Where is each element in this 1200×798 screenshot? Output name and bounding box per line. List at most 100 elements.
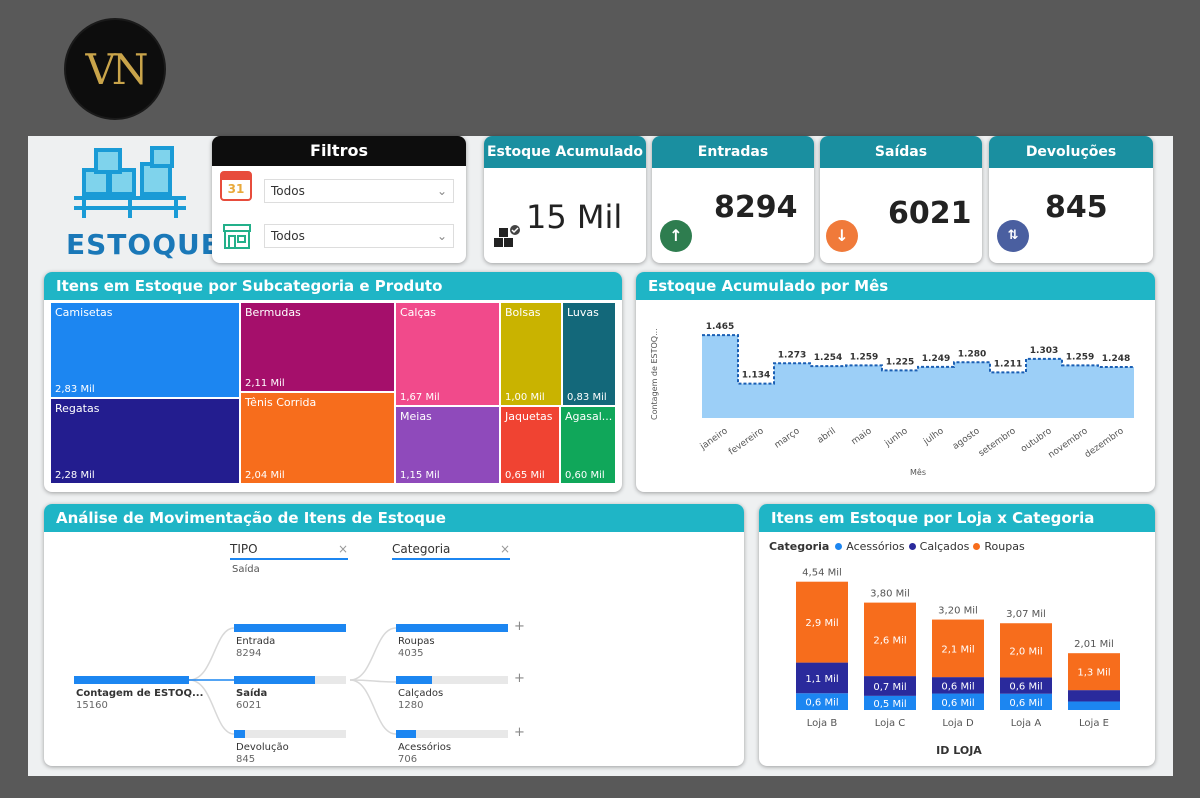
treemap-cell[interactable]: Jaquetas 0,65 Mil bbox=[500, 406, 560, 484]
stacked-bar-segment[interactable] bbox=[932, 693, 984, 710]
decomp-categoria-bar[interactable] bbox=[396, 624, 508, 632]
estoque-brand: ESTOQUE bbox=[64, 144, 220, 261]
stacked-segment-label: 0,6 Mil bbox=[941, 681, 974, 692]
decomp-tipo-value: 6021 bbox=[236, 700, 262, 711]
legend-dot-roupas bbox=[973, 543, 981, 550]
stacked-bar-segment[interactable] bbox=[1000, 677, 1052, 694]
area-fill bbox=[702, 335, 1134, 418]
decomp-col1-title: TIPO bbox=[230, 542, 258, 556]
area-data-label: 1.273 bbox=[778, 350, 806, 360]
area-x-tick: junho bbox=[883, 426, 911, 449]
stacked-total-label: 2,01 Mil bbox=[1074, 639, 1114, 650]
stacked-total-label: 3,07 Mil bbox=[1006, 609, 1046, 620]
swap-arrows-icon: ⇅ bbox=[997, 220, 1029, 252]
stacked-segment-label: 2,1 Mil bbox=[941, 644, 974, 655]
legend-item-calcados[interactable]: Calçados bbox=[919, 540, 970, 553]
stacked-bar-segment[interactable] bbox=[796, 662, 848, 694]
close-icon[interactable]: × bbox=[499, 542, 510, 556]
kpi-entradas: Entradas 8294 ↑ bbox=[652, 136, 814, 263]
area-data-label: 1.259 bbox=[1066, 352, 1094, 362]
stacked-bar-segment[interactable] bbox=[864, 676, 916, 696]
treemap-cell-label: Bolsas bbox=[505, 306, 541, 319]
area-x-tick: dezembro bbox=[1083, 426, 1126, 460]
stacked-x-tick: Loja D bbox=[942, 718, 974, 729]
calendar-icon: 31 bbox=[220, 171, 252, 201]
stacked-x-tick: Loja B bbox=[807, 718, 838, 729]
store-filter-dropdown[interactable]: Todos ⌄ bbox=[264, 224, 454, 248]
treemap-cell[interactable]: Camisetas 2,83 Mil bbox=[50, 302, 240, 398]
stacked-bar-segment[interactable] bbox=[932, 677, 984, 694]
stacked-segment-label: 1,1 Mil bbox=[805, 674, 838, 685]
treemap-cell-label: Jaquetas bbox=[505, 410, 553, 423]
decomp-categoria-bar[interactable] bbox=[396, 676, 508, 684]
stacked-bar-segment[interactable] bbox=[796, 581, 848, 663]
date-filter-dropdown[interactable]: Todos ⌄ bbox=[264, 179, 454, 203]
stacked-bar-segment[interactable] bbox=[932, 619, 984, 678]
decomp-categoria-bar-fill bbox=[396, 676, 432, 684]
legend-dot-calcados bbox=[908, 543, 916, 550]
decomp-root-node[interactable] bbox=[74, 676, 189, 684]
stacked-segment-label: 0,6 Mil bbox=[805, 698, 838, 709]
treemap-cell[interactable]: Calças 1,67 Mil bbox=[395, 302, 500, 406]
treemap-cell[interactable]: Meias 1,15 Mil bbox=[395, 406, 500, 484]
area-x-tick: abril bbox=[816, 426, 838, 446]
treemap-cell[interactable]: Tênis Corrida 2,04 Mil bbox=[240, 392, 395, 484]
stacked-bar-segment[interactable] bbox=[864, 602, 916, 677]
stacked-bar-segment[interactable] bbox=[864, 695, 916, 710]
treemap-cell-value: 2,28 Mil bbox=[55, 470, 95, 481]
stacked-bar-segment[interactable] bbox=[796, 693, 848, 710]
stacked-x-tick: Loja C bbox=[875, 718, 906, 729]
treemap-cell-value: 2,83 Mil bbox=[55, 384, 95, 395]
treemap-cell[interactable]: Luvas 0,83 Mil bbox=[562, 302, 616, 406]
treemap-cell[interactable]: Agasal... 0,60 Mil bbox=[560, 406, 616, 484]
decomp-title: Análise de Movimentação de Itens de Esto… bbox=[44, 504, 744, 532]
kpi-value: 15 Mil bbox=[526, 198, 623, 236]
expand-plus-icon[interactable]: + bbox=[514, 671, 525, 686]
stacked-bar-segment[interactable] bbox=[1000, 693, 1052, 710]
stacked-bar-segment[interactable] bbox=[1068, 690, 1120, 702]
decomp-categoria-value: 1280 bbox=[398, 700, 424, 711]
area-data-label: 1.248 bbox=[1102, 354, 1130, 364]
kpi-devolucoes: Devoluções 845 ⇅ bbox=[989, 136, 1153, 263]
area-x-axis-label: Mês bbox=[910, 467, 926, 477]
store-filter-value: Todos bbox=[271, 229, 305, 243]
legend-item-acessorios[interactable]: Acessórios bbox=[846, 540, 905, 553]
treemap-cell[interactable]: Bermudas 2,11 Mil bbox=[240, 302, 395, 392]
decomp-tipo-bar-fill bbox=[234, 676, 316, 684]
kpi-title: Estoque Acumulado bbox=[484, 136, 646, 168]
area-x-tick: agosto bbox=[951, 426, 982, 452]
treemap-cell-value: 1,15 Mil bbox=[400, 470, 440, 481]
stacked-bar-segment[interactable] bbox=[1000, 623, 1052, 678]
treemap-cell[interactable]: Bolsas 1,00 Mil bbox=[500, 302, 562, 406]
area-data-label: 1.225 bbox=[886, 357, 914, 367]
expand-plus-icon[interactable]: + bbox=[514, 619, 525, 634]
decomp-tipo-bar[interactable] bbox=[234, 730, 346, 738]
stacked-segment-label: 0,6 Mil bbox=[1009, 698, 1042, 709]
decomp-categoria-value: 4035 bbox=[398, 648, 424, 659]
treemap-cell-label: Agasal... bbox=[565, 410, 613, 423]
dashboard-canvas: ESTOQUE Filtros 31 Todos ⌄ Todos ⌄ Estoq… bbox=[28, 136, 1173, 776]
treemap-cell-label: Meias bbox=[400, 410, 432, 423]
stacked-bar-segment[interactable] bbox=[1068, 701, 1120, 710]
treemap: Camisetas 2,83 Mil Regatas 2,28 Mil Bermud… bbox=[50, 302, 616, 484]
decomp-tipo-label: Devolução bbox=[236, 742, 289, 753]
kpi-saidas: Saídas 6021 ↓ bbox=[820, 136, 982, 263]
decomp-root-label: Contagem de ESTOQ... bbox=[76, 688, 204, 699]
treemap-cell-value: 2,11 Mil bbox=[245, 378, 285, 389]
stacked-x-tick: Loja A bbox=[1011, 718, 1042, 729]
kpi-title: Entradas bbox=[652, 136, 814, 168]
decomp-tipo-bar[interactable] bbox=[234, 676, 346, 684]
decomp-col1-header: TIPO × bbox=[230, 542, 348, 560]
area-y-axis-label: Contagem de ESTOQ... bbox=[650, 328, 659, 420]
decomp-categoria-bar-fill bbox=[396, 624, 508, 632]
area-data-label: 1.280 bbox=[958, 349, 986, 359]
treemap-cell[interactable]: Regatas 2,28 Mil bbox=[50, 398, 240, 484]
expand-plus-icon[interactable]: + bbox=[514, 725, 525, 740]
decomp-categoria-bar[interactable] bbox=[396, 730, 508, 738]
stacked-bar-segment[interactable] bbox=[1068, 653, 1120, 691]
close-icon[interactable]: × bbox=[337, 542, 348, 556]
area-chart-title: Estoque Acumulado por Mês bbox=[636, 272, 1155, 300]
decomp-tipo-bar[interactable] bbox=[234, 624, 346, 632]
treemap-cell-label: Bermudas bbox=[245, 306, 301, 319]
legend-item-roupas[interactable]: Roupas bbox=[984, 540, 1025, 553]
